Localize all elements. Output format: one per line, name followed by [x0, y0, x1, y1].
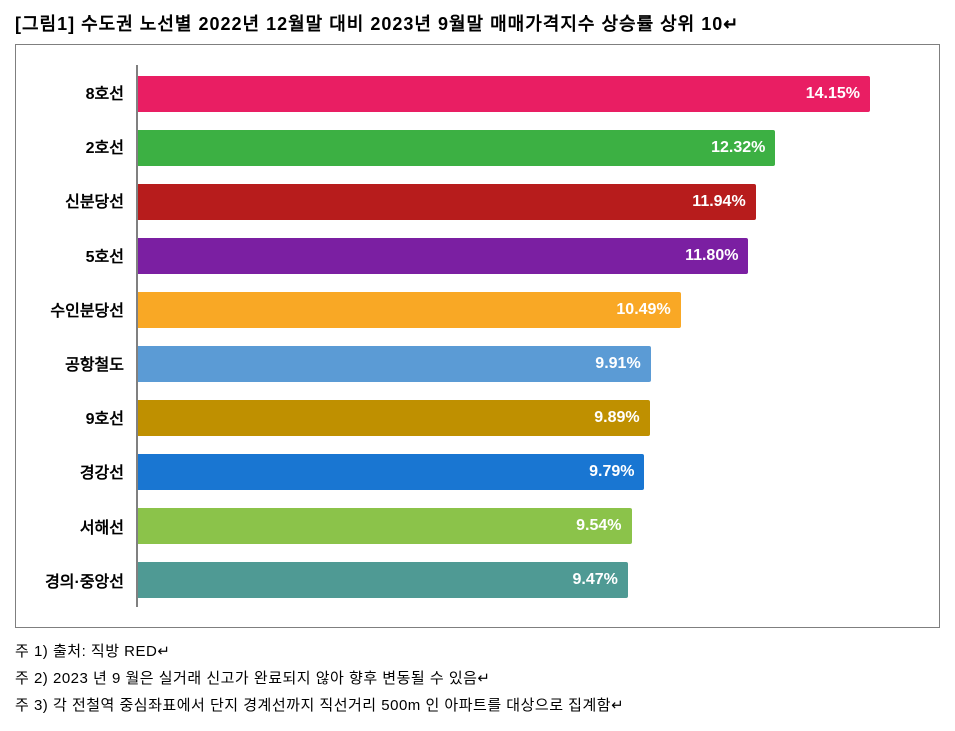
bar: 11.94% [138, 184, 756, 220]
y-axis-label: 수인분당선 [26, 282, 136, 336]
bar: 12.32% [138, 130, 775, 166]
bar-row: 14.15% [138, 67, 914, 121]
bar-row: 9.89% [138, 391, 914, 445]
bar: 9.54% [138, 508, 632, 544]
footnote: 주 2) 2023 년 9 월은 실거래 신고가 완료되지 않아 향후 변동될 … [15, 667, 940, 688]
y-axis-label: 서해선 [26, 499, 136, 553]
chart-container: 8호선2호선신분당선5호선수인분당선공항철도9호선경강선서해선경의·중앙선 14… [15, 44, 940, 628]
bar-row: 9.47% [138, 553, 914, 607]
y-axis-label: 경강선 [26, 444, 136, 498]
y-axis-label: 9호선 [26, 390, 136, 444]
y-axis-label: 신분당선 [26, 173, 136, 227]
footnote: 주 3) 각 전철역 중심좌표에서 단지 경계선까지 직선거리 500m 인 아… [15, 694, 940, 715]
chart-title: [그림1] 수도권 노선별 2022년 12월말 대비 2023년 9월말 매매… [15, 10, 940, 36]
bar: 9.79% [138, 454, 644, 490]
bar-row: 11.80% [138, 229, 914, 283]
bar: 9.89% [138, 400, 650, 436]
y-axis-label: 2호선 [26, 119, 136, 173]
plot-area: 8호선2호선신분당선5호선수인분당선공항철도9호선경강선서해선경의·중앙선 14… [26, 65, 914, 607]
y-axis-labels: 8호선2호선신분당선5호선수인분당선공항철도9호선경강선서해선경의·중앙선 [26, 65, 136, 607]
bar: 9.91% [138, 346, 651, 382]
bar-row: 10.49% [138, 283, 914, 337]
bar-row: 11.94% [138, 175, 914, 229]
bar: 14.15% [138, 76, 870, 112]
bar: 11.80% [138, 238, 748, 274]
bar-row: 9.54% [138, 499, 914, 553]
y-axis-label: 공항철도 [26, 336, 136, 390]
bars-area: 14.15% 12.32% 11.94% 11.80% 10.49% 9.91% 9.89%… [136, 65, 914, 607]
y-axis-label: 8호선 [26, 65, 136, 119]
footnotes: 주 1) 출처: 직방 RED↵ 주 2) 2023 년 9 월은 실거래 신고가… [15, 640, 940, 715]
y-axis-label: 5호선 [26, 228, 136, 282]
bar-row: 12.32% [138, 121, 914, 175]
bar: 10.49% [138, 292, 681, 328]
bar: 9.47% [138, 562, 628, 598]
bar-row: 9.91% [138, 337, 914, 391]
footnote: 주 1) 출처: 직방 RED↵ [15, 640, 940, 661]
bar-row: 9.79% [138, 445, 914, 499]
y-axis-label: 경의·중앙선 [26, 553, 136, 607]
